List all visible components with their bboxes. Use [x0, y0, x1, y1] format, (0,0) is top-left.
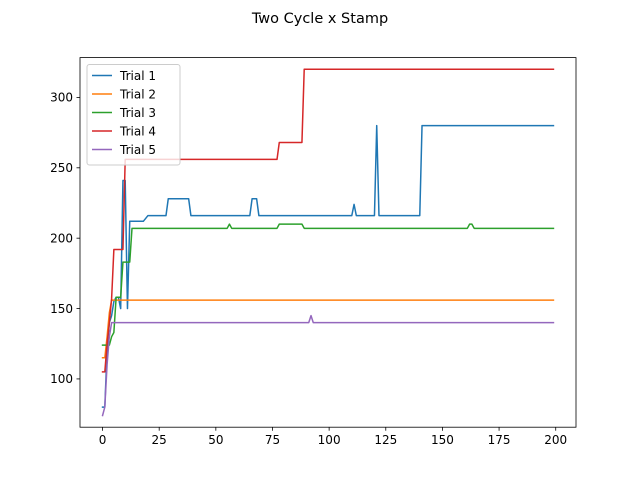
x-axis: 0 25 50 75 100 125 150 175 200	[99, 427, 567, 447]
x-tick-label: 100	[318, 433, 341, 447]
series-line-trial-1	[101, 124, 555, 408]
plot-lines	[101, 68, 555, 417]
legend: Trial 1 Trial 2 Trial 3 Trial 4 Trial 5	[86, 64, 181, 166]
plot-frame	[79, 57, 577, 428]
legend-label-trial-4: Trial 4	[119, 124, 156, 138]
y-axis: 100 150 200 250 300	[50, 91, 80, 386]
x-tick-label: 125	[374, 433, 397, 447]
series-line-trial-4	[101, 68, 555, 373]
legend-label-trial-1: Trial 1	[119, 69, 156, 83]
x-tick-label: 175	[488, 433, 511, 447]
legend-label-trial-2: Trial 2	[119, 87, 156, 101]
x-tick-label: 50	[208, 433, 223, 447]
x-tick-label: 150	[431, 433, 454, 447]
x-tick-label: 25	[152, 433, 167, 447]
legend-label-trial-5: Trial 5	[119, 143, 156, 157]
y-tick-label: 250	[50, 161, 73, 175]
series-line-trial-5	[101, 314, 555, 417]
legend-label-trial-3: Trial 3	[119, 106, 156, 120]
y-tick-label: 200	[50, 231, 73, 245]
y-tick-label: 300	[50, 91, 73, 105]
y-tick-label: 100	[50, 372, 73, 386]
series-line-trial-3	[101, 223, 555, 346]
x-tick-label: 0	[99, 433, 107, 447]
y-tick-label: 150	[50, 302, 73, 316]
series-line-trial-2	[101, 299, 555, 359]
legend-box	[86, 64, 181, 166]
chart-title: Two Cycle x Stamp	[251, 11, 388, 27]
x-tick-label: 75	[265, 433, 280, 447]
x-tick-label: 200	[544, 433, 567, 447]
